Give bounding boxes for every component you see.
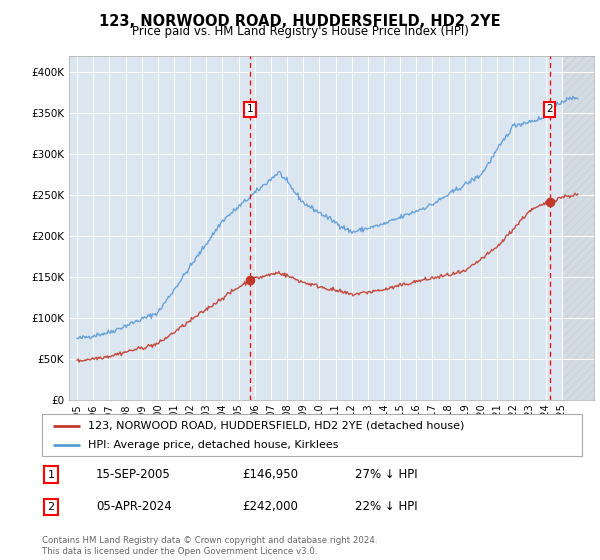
Text: £146,950: £146,950 [242, 468, 298, 481]
Text: £242,000: £242,000 [242, 500, 298, 514]
Bar [562, 56, 594, 400]
Text: 1: 1 [247, 104, 253, 114]
Text: 27% ↓ HPI: 27% ↓ HPI [355, 468, 418, 481]
Text: 22% ↓ HPI: 22% ↓ HPI [355, 500, 418, 514]
Text: 05-APR-2024: 05-APR-2024 [96, 500, 172, 514]
Text: 2: 2 [47, 502, 55, 512]
Text: 15-SEP-2005: 15-SEP-2005 [96, 468, 171, 481]
Text: Contains HM Land Registry data © Crown copyright and database right 2024.
This d: Contains HM Land Registry data © Crown c… [42, 536, 377, 556]
Text: 123, NORWOOD ROAD, HUDDERSFIELD, HD2 2YE (detached house): 123, NORWOOD ROAD, HUDDERSFIELD, HD2 2YE… [88, 421, 464, 431]
FancyBboxPatch shape [42, 414, 582, 456]
Text: 1: 1 [47, 470, 55, 479]
Text: Price paid vs. HM Land Registry's House Price Index (HPI): Price paid vs. HM Land Registry's House … [131, 25, 469, 38]
Text: HPI: Average price, detached house, Kirklees: HPI: Average price, detached house, Kirk… [88, 440, 338, 450]
Text: 123, NORWOOD ROAD, HUDDERSFIELD, HD2 2YE: 123, NORWOOD ROAD, HUDDERSFIELD, HD2 2YE [99, 14, 501, 29]
Text: 2: 2 [546, 104, 553, 114]
